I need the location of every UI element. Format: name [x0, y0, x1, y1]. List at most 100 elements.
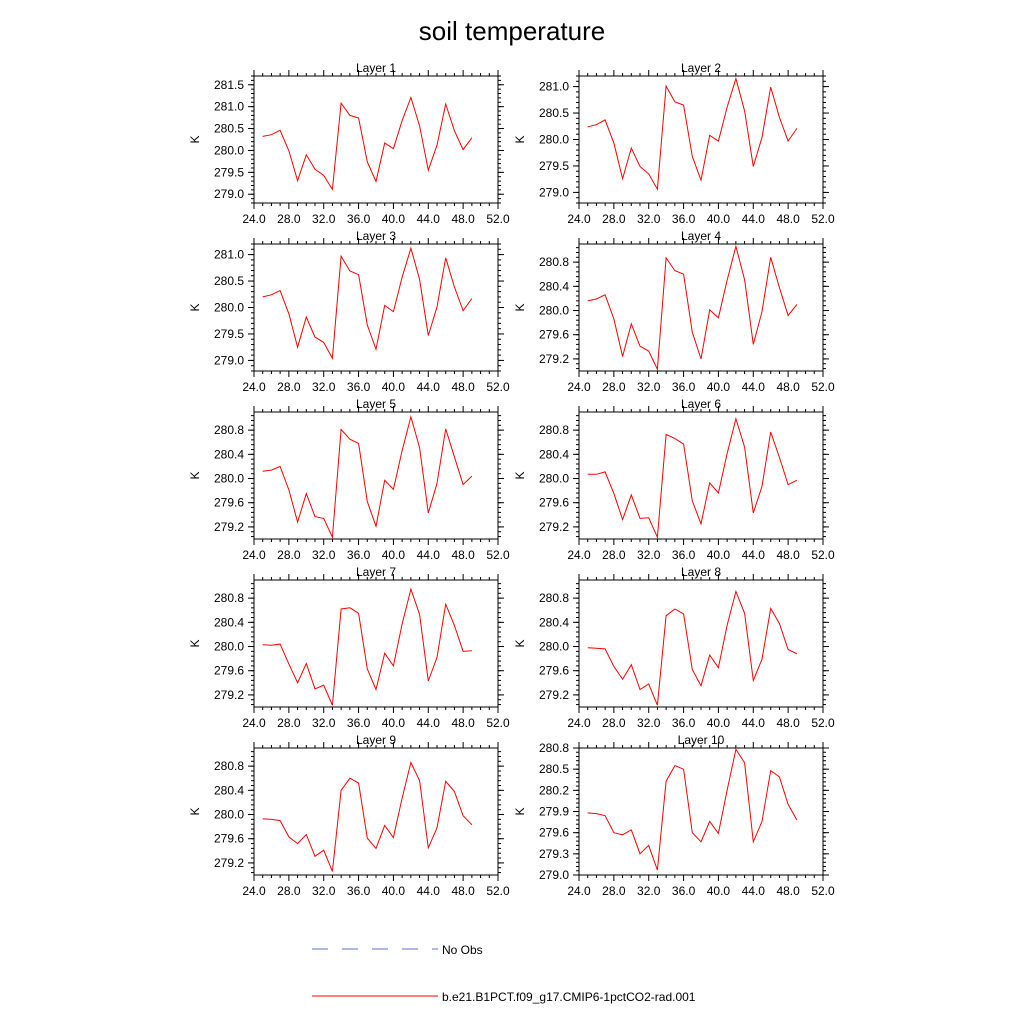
- x-tick-label: 24.0: [242, 884, 266, 898]
- y-tick-label: 280.8: [214, 591, 244, 605]
- y-tick-label: 280.0: [214, 301, 244, 315]
- series-line-layer-9: [262, 761, 473, 872]
- y-tick-label: 279.5: [539, 159, 569, 173]
- x-tick-label: 52.0: [486, 548, 510, 562]
- x-tick-label: 48.0: [451, 548, 475, 562]
- x-tick-label: 48.0: [451, 884, 475, 898]
- x-tick-label: 36.0: [672, 212, 696, 226]
- x-tick-label: 28.0: [277, 884, 301, 898]
- legend-label-no-obs: No Obs: [442, 943, 483, 957]
- y-tick-label: 280.8: [539, 591, 569, 605]
- y-tick-label: 279.6: [214, 664, 244, 678]
- x-tick-label: 52.0: [811, 716, 835, 730]
- y-tick-label: 280.4: [214, 447, 244, 461]
- plot-frame: [578, 411, 824, 540]
- y-tick-label: 279.2: [539, 520, 569, 534]
- y-tick-label: 281.5: [214, 78, 244, 92]
- x-tick-label: 28.0: [277, 548, 301, 562]
- x-tick-label: 44.0: [417, 380, 441, 394]
- chart-title: soil temperature: [419, 16, 605, 46]
- x-tick-label: 36.0: [347, 548, 371, 562]
- y-tick-label: 279.2: [539, 688, 569, 702]
- y-tick-label: 280.5: [539, 106, 569, 120]
- y-axis-label: K: [188, 807, 202, 815]
- panel-layer-7: Layer 7 K 24.0 28.0 32.0 36.0 40.0 44.0 48.0 52.0…: [188, 565, 510, 730]
- x-tick-label: 24.0: [242, 716, 266, 730]
- x-tick-label: 32.0: [637, 884, 661, 898]
- y-tick-label: 279.5: [214, 165, 244, 179]
- y-tick-label: 279.2: [214, 688, 244, 702]
- y-tick-label: 280.5: [214, 122, 244, 136]
- legend-label-model: b.e21.B1PCT.f09_g17.CMIP6-1pctCO2-rad.00…: [442, 990, 696, 1004]
- y-tick-label: 280.0: [214, 808, 244, 822]
- plot-frame: [253, 411, 499, 540]
- y-tick-label: 279.6: [214, 832, 244, 846]
- series-line-layer-8: [587, 589, 798, 706]
- y-tick-label: 279.2: [214, 856, 244, 870]
- x-tick-label: 36.0: [347, 380, 371, 394]
- x-tick-label: 52.0: [811, 548, 835, 562]
- x-tick-label: 28.0: [602, 380, 626, 394]
- x-tick-label: 48.0: [776, 212, 800, 226]
- plot-frame: [578, 747, 824, 876]
- panel-layer-5: Layer 5 K 24.0 28.0 32.0 36.0 40.0 44.0 48.0 52.0…: [188, 397, 510, 562]
- x-tick-label: 24.0: [567, 380, 591, 394]
- x-tick-label: 28.0: [602, 884, 626, 898]
- x-tick-label: 28.0: [277, 716, 301, 730]
- x-tick-label: 52.0: [811, 212, 835, 226]
- series-line-layer-7: [262, 587, 472, 706]
- panel-layer-9: Layer 9 K 24.0 28.0 32.0 36.0 40.0 44.0 48.0 52.0…: [188, 733, 510, 898]
- y-tick-label: 280.0: [214, 640, 244, 654]
- y-tick-label: 280.0: [539, 133, 569, 147]
- y-tick-label: 280.0: [539, 640, 569, 654]
- x-tick-label: 24.0: [567, 212, 591, 226]
- x-tick-label: 28.0: [602, 548, 626, 562]
- panels-group: Layer 1 K 24.0 28.0 32.0 36.0 40.0 44.0 48.0 52.0…: [188, 61, 835, 898]
- y-tick-label: 280.4: [539, 615, 569, 629]
- y-tick-label: 280.4: [539, 279, 569, 293]
- y-tick-label: 279.6: [539, 496, 569, 510]
- series-line-layer-10: [587, 748, 798, 871]
- panel-layer-1: Layer 1 K 24.0 28.0 32.0 36.0 40.0 44.0 48.0 52.0…: [188, 61, 510, 226]
- y-tick-label: 280.2: [539, 783, 569, 797]
- y-tick-label: 279.0: [539, 868, 569, 882]
- y-tick-label: 279.0: [539, 185, 569, 199]
- x-tick-label: 28.0: [277, 380, 301, 394]
- panel-layer-10: Layer 10 K 24.0 28.0 32.0 36.0 40.0 44.0 48.0 52.…: [513, 733, 835, 898]
- y-tick-label: 279.6: [539, 328, 569, 342]
- x-tick-label: 44.0: [742, 884, 766, 898]
- x-tick-label: 48.0: [776, 884, 800, 898]
- panel-title: Layer 6: [681, 397, 721, 411]
- y-tick-label: 279.5: [214, 327, 244, 341]
- y-tick-label: 279.9: [539, 805, 569, 819]
- y-tick-label: 280.0: [539, 472, 569, 486]
- panel-title: Layer 8: [681, 565, 721, 579]
- x-tick-label: 36.0: [347, 212, 371, 226]
- x-tick-label: 24.0: [242, 380, 266, 394]
- x-tick-label: 44.0: [742, 212, 766, 226]
- y-tick-label: 280.8: [539, 741, 569, 755]
- x-tick-label: 48.0: [776, 380, 800, 394]
- x-tick-label: 40.0: [382, 884, 406, 898]
- x-tick-label: 44.0: [417, 716, 441, 730]
- y-axis-label: K: [188, 303, 202, 311]
- x-tick-label: 48.0: [451, 212, 475, 226]
- x-tick-label: 32.0: [637, 716, 661, 730]
- x-tick-label: 32.0: [637, 212, 661, 226]
- panel-layer-8: Layer 8 K 24.0 28.0 32.0 36.0 40.0 44.0 48.0 52.0…: [513, 565, 835, 730]
- y-tick-label: 281.0: [214, 100, 244, 114]
- y-tick-label: 280.4: [214, 615, 244, 629]
- panel-title: Layer 5: [356, 397, 396, 411]
- plot-frame: [578, 75, 824, 204]
- y-tick-label: 279.0: [214, 187, 244, 201]
- x-tick-label: 40.0: [382, 716, 406, 730]
- y-tick-label: 279.3: [539, 847, 569, 861]
- x-tick-label: 52.0: [486, 212, 510, 226]
- y-tick-label: 280.8: [539, 255, 569, 269]
- series-line-layer-2: [587, 76, 798, 191]
- x-tick-label: 48.0: [776, 716, 800, 730]
- y-tick-label: 279.2: [214, 520, 244, 534]
- y-tick-label: 280.5: [214, 274, 244, 288]
- y-tick-label: 280.8: [539, 423, 569, 437]
